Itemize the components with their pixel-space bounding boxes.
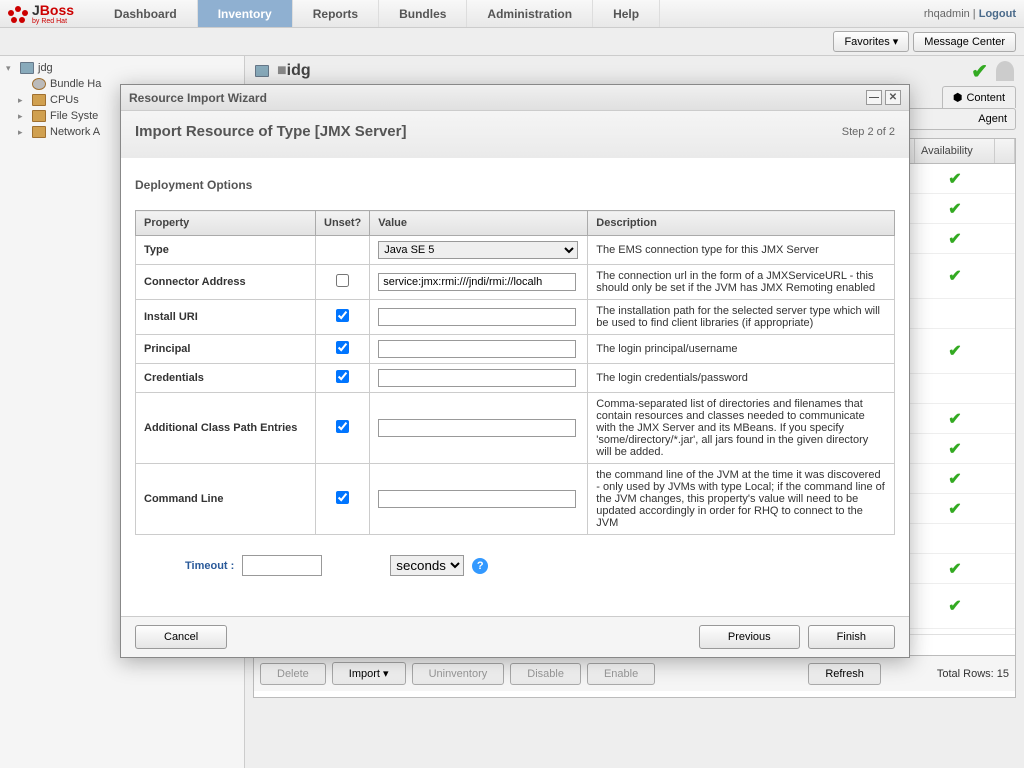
previous-button[interactable]: Previous [699,625,800,649]
unset-checkbox[interactable] [336,309,349,322]
unset-checkbox[interactable] [336,370,349,383]
platform-icon [20,62,34,74]
nav-tab-administration[interactable]: Administration [467,0,593,27]
property-description: The login credentials/password [588,364,895,393]
logo: JBoss by Red Hat [8,2,74,25]
import-wizard-modal: Resource Import Wizard — ✕ Import Resour… [120,84,910,658]
property-name: Type [136,236,316,265]
content-tab[interactable]: ⬢ Content [942,86,1016,108]
import-button[interactable]: Import ▾ [332,662,406,685]
tree-root-label: jdg [38,62,53,74]
refresh-button[interactable]: Refresh [808,663,881,685]
delete-button[interactable]: Delete [260,663,326,685]
value-select[interactable]: Java SE 5 [378,241,578,259]
cancel-button[interactable]: Cancel [135,625,227,649]
property-name: Principal [136,335,316,364]
nav-tab-dashboard[interactable]: Dashboard [94,0,198,27]
user-area: rhqadmin | Logout [924,8,1016,20]
value-input[interactable] [378,273,576,291]
col-value: Value [370,211,588,236]
value-input[interactable] [378,340,576,358]
section-title: Deployment Options [135,178,895,192]
agent-subtab[interactable]: Agent [978,113,1007,125]
property-row: Principal The login principal/username [136,335,895,364]
nav-tab-bundles[interactable]: Bundles [379,0,467,27]
nav-tab-help[interactable]: Help [593,0,660,27]
platform-icon [255,65,269,77]
unset-checkbox[interactable] [336,341,349,354]
help-icon[interactable]: ? [472,558,488,574]
table-toolbar: Delete Import ▾ Uninventory Disable Enab… [254,655,1015,691]
nav-tab-inventory[interactable]: Inventory [198,0,293,27]
step-indicator: Step 2 of 2 [842,126,895,138]
tree-root[interactable]: ▾ jdg [0,60,244,76]
col-availability[interactable]: Availability [915,139,995,163]
modal-window-title: Resource Import Wizard [129,91,863,105]
folder-icon [32,110,46,122]
property-description: The installation path for the selected s… [588,300,895,335]
property-name: Command Line [136,464,316,535]
properties-table: Property Unset? Value Description Type Ja… [135,210,895,535]
property-description: Comma-separated list of directories and … [588,393,895,464]
col-unset: Unset? [316,211,370,236]
property-description: The login principal/username [588,335,895,364]
gear-icon [32,78,46,90]
logout-link[interactable]: Logout [979,8,1016,20]
unset-checkbox[interactable] [336,491,349,504]
close-icon[interactable]: ✕ [885,90,901,105]
property-name: Install URI [136,300,316,335]
modal-titlebar: Resource Import Wizard — ✕ [121,85,909,111]
badge-icon [996,61,1014,81]
modal-title: Import Resource of Type [JMX Server] [135,123,842,140]
property-row: Additional Class Path Entries Comma-separ… [136,393,895,464]
folder-icon [32,126,46,138]
timeout-label: Timeout : [185,560,234,572]
uninventory-button[interactable]: Uninventory [412,663,505,685]
username: rhqadmin [924,8,970,20]
property-name: Connector Address [136,265,316,300]
disable-button[interactable]: Disable [510,663,581,685]
enable-button[interactable]: Enable [587,663,655,685]
finish-button[interactable]: Finish [808,625,895,649]
value-input[interactable] [378,369,576,387]
favorites-button[interactable]: Favorites ▾ [833,31,909,52]
timeout-unit-select[interactable]: seconds [390,555,464,576]
logo-icon [8,4,28,24]
folder-icon [32,94,46,106]
resource-title: ■idg [277,62,963,80]
timeout-input[interactable] [242,555,322,576]
property-description: the command line of the JVM at the time … [588,464,895,535]
message-center-button[interactable]: Message Center [913,32,1016,52]
col-description: Description [588,211,895,236]
property-row: Install URI The installation path for the… [136,300,895,335]
property-row: Command Line the command line of the JVM … [136,464,895,535]
nav-tab-reports[interactable]: Reports [293,0,379,27]
top-nav-bar: JBoss by Red Hat DashboardInventoryRepor… [0,0,1024,28]
value-input[interactable] [378,490,576,508]
total-rows: Total Rows: 15 [937,668,1009,680]
unset-checkbox[interactable] [336,420,349,433]
minimize-icon[interactable]: — [866,90,882,105]
col-property: Property [136,211,316,236]
value-input[interactable] [378,419,576,437]
value-input[interactable] [378,308,576,326]
secondary-bar: Favorites ▾ Message Center [0,28,1024,56]
property-row: Type Java SE 5 The EMS connection type for… [136,236,895,265]
property-name: Additional Class Path Entries [136,393,316,464]
property-name: Credentials [136,364,316,393]
property-row: Credentials The login credentials/passwor… [136,364,895,393]
property-row: Connector Address The connection url in t… [136,265,895,300]
property-description: The EMS connection type for this JMX Ser… [588,236,895,265]
cube-icon: ⬢ [953,91,963,104]
unset-checkbox[interactable] [336,274,349,287]
property-description: The connection url in the form of a JMXS… [588,265,895,300]
availability-icon: ✔ [971,59,988,84]
